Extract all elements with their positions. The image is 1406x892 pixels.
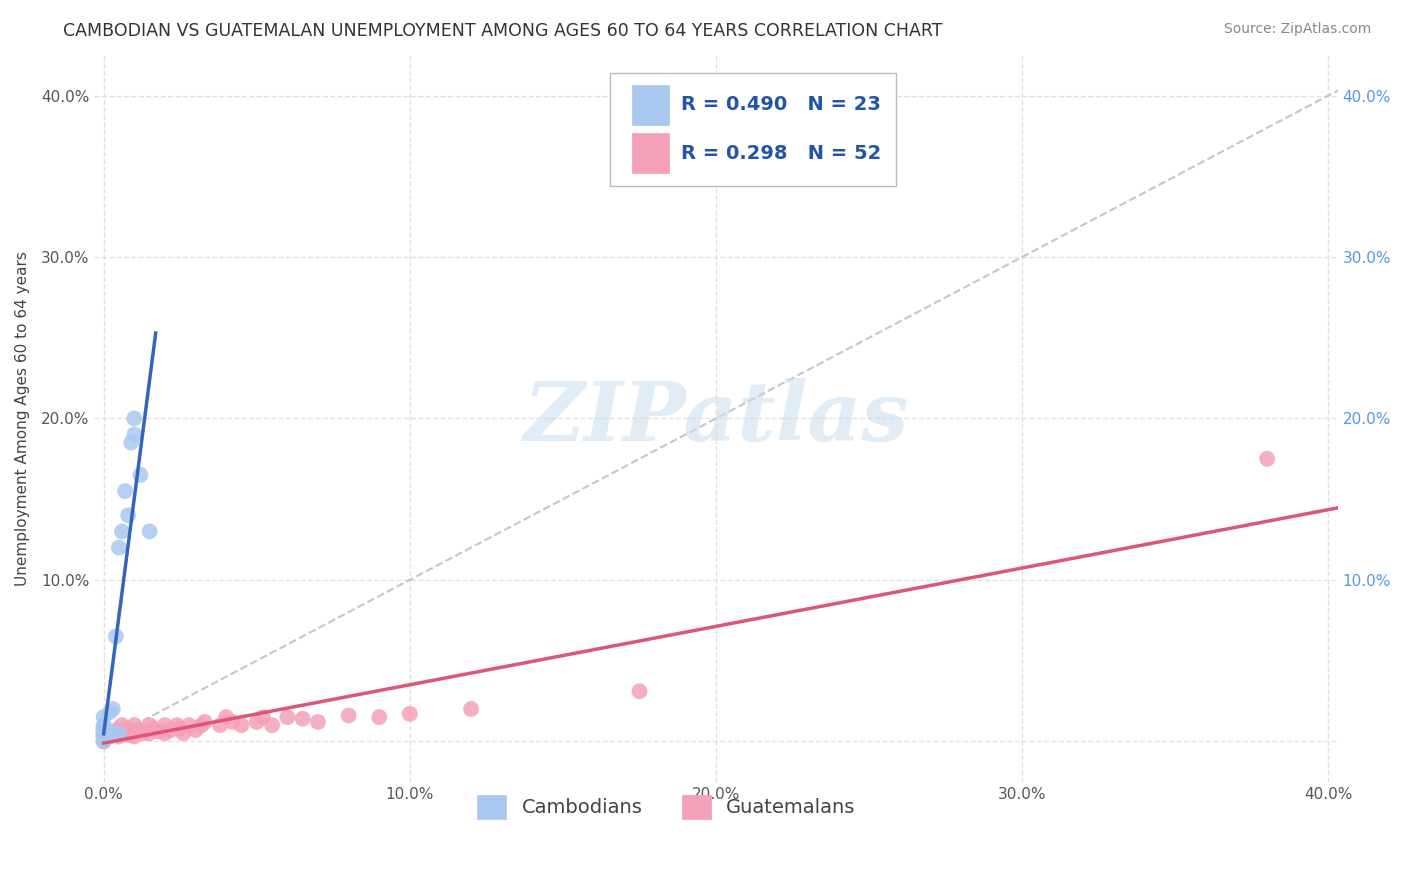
- Point: [307, 714, 329, 729]
- FancyBboxPatch shape: [610, 73, 896, 186]
- Point: [117, 728, 139, 742]
- Point: [129, 723, 152, 737]
- Bar: [631, 133, 669, 173]
- Point: [101, 726, 124, 740]
- Point: [93, 730, 115, 744]
- Point: [169, 722, 191, 736]
- Point: [120, 726, 142, 740]
- Y-axis label: Unemployment Among Ages 60 to 64 years: Unemployment Among Ages 60 to 64 years: [15, 251, 30, 586]
- Legend: Cambodians, Guatemalans: Cambodians, Guatemalans: [470, 787, 863, 827]
- Point: [179, 718, 201, 732]
- Point: [93, 722, 115, 736]
- Point: [368, 710, 391, 724]
- Point: [98, 706, 121, 720]
- Point: [231, 718, 253, 732]
- Point: [93, 720, 115, 734]
- Point: [138, 726, 160, 740]
- Point: [111, 524, 134, 539]
- Point: [111, 726, 134, 740]
- Point: [142, 722, 165, 736]
- Point: [184, 723, 207, 737]
- Point: [124, 427, 146, 442]
- Point: [129, 467, 152, 482]
- Point: [208, 718, 231, 732]
- Point: [111, 718, 134, 732]
- Bar: [631, 85, 669, 125]
- Point: [101, 726, 124, 740]
- Point: [153, 718, 176, 732]
- Point: [101, 702, 124, 716]
- Point: [399, 706, 422, 721]
- Point: [104, 723, 127, 737]
- Point: [194, 714, 217, 729]
- Point: [93, 726, 115, 740]
- Point: [93, 723, 115, 737]
- Point: [93, 710, 115, 724]
- Point: [93, 731, 115, 745]
- Point: [93, 734, 115, 748]
- Text: CAMBODIAN VS GUATEMALAN UNEMPLOYMENT AMONG AGES 60 TO 64 YEARS CORRELATION CHART: CAMBODIAN VS GUATEMALAN UNEMPLOYMENT AMO…: [63, 22, 943, 40]
- Point: [124, 730, 146, 744]
- Text: Source: ZipAtlas.com: Source: ZipAtlas.com: [1223, 22, 1371, 37]
- Point: [138, 524, 160, 539]
- Point: [172, 726, 194, 740]
- Point: [628, 684, 651, 698]
- Point: [120, 435, 142, 450]
- Point: [93, 726, 115, 740]
- Point: [1256, 451, 1278, 466]
- Point: [108, 730, 131, 744]
- Point: [93, 728, 115, 742]
- Point: [93, 723, 115, 737]
- Point: [93, 734, 115, 748]
- Point: [93, 728, 115, 742]
- Point: [98, 730, 121, 744]
- Point: [190, 718, 212, 732]
- Point: [337, 708, 360, 723]
- Point: [148, 724, 170, 739]
- Point: [117, 508, 139, 523]
- Point: [460, 702, 482, 716]
- Point: [252, 710, 274, 724]
- Point: [117, 722, 139, 736]
- Point: [276, 710, 298, 724]
- Point: [153, 726, 176, 740]
- Point: [93, 731, 115, 745]
- Point: [291, 712, 314, 726]
- Text: ZIPatlas: ZIPatlas: [523, 378, 908, 458]
- Text: R = 0.490   N = 23: R = 0.490 N = 23: [682, 95, 882, 114]
- Point: [98, 730, 121, 744]
- Point: [221, 714, 243, 729]
- Point: [114, 484, 136, 499]
- Point: [108, 726, 131, 740]
- Point: [124, 724, 146, 739]
- Point: [262, 718, 284, 732]
- Text: R = 0.298   N = 52: R = 0.298 N = 52: [682, 144, 882, 162]
- Point: [138, 718, 160, 732]
- Point: [166, 718, 188, 732]
- Point: [215, 710, 238, 724]
- Point: [160, 723, 183, 737]
- Point: [124, 718, 146, 732]
- Point: [108, 541, 131, 555]
- Point: [246, 714, 269, 729]
- Point: [132, 726, 155, 740]
- Point: [104, 629, 127, 643]
- Point: [93, 718, 115, 732]
- Point: [124, 411, 146, 425]
- Point: [114, 724, 136, 739]
